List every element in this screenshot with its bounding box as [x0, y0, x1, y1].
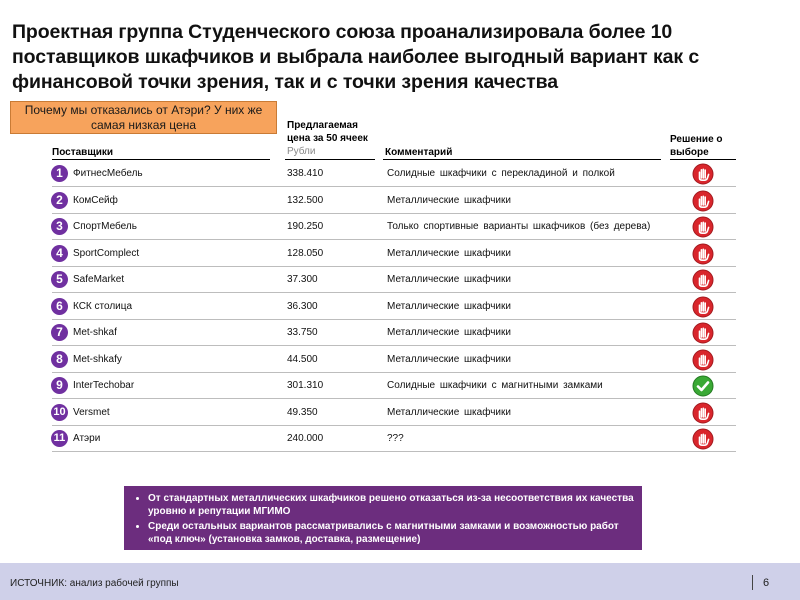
header-price-unit: Рубли: [287, 146, 316, 157]
stop-hand-icon: [692, 296, 714, 318]
supplier-name: СпортМебель: [73, 221, 137, 232]
footer-source: ИСТОЧНИК: анализ рабочей группы: [10, 578, 179, 589]
supplier-name: Атэри: [73, 433, 101, 444]
row-divider: [52, 371, 736, 373]
note-item: От стандартных металлических шкафчиков р…: [148, 492, 634, 518]
price-value: 132.500: [287, 194, 324, 206]
table-row: 10 Versmet 49.350 Металлические шкафчики: [0, 400, 800, 426]
row-number-badge: 4: [51, 244, 68, 262]
note-item: Среди остальных вариантов рассматривалис…: [148, 520, 634, 546]
row-divider: [52, 265, 736, 267]
stop-hand-icon: [692, 322, 714, 344]
header-underline-decision: [670, 159, 736, 160]
comment-text: Солидные шкафчики с перекладиной и полко…: [387, 168, 615, 179]
table-row: 2 КомСейф 132.500 Металлические шкафчики: [0, 188, 800, 214]
header-supplier: Поставщики: [52, 147, 114, 158]
price-value: 240.000: [287, 433, 324, 444]
supplier-name: SportComplect: [73, 247, 140, 259]
comment-text: Металлические шкафчики: [387, 194, 511, 206]
row-divider: [52, 239, 736, 240]
header-comment: Комментарий: [385, 147, 453, 158]
price-value: 301.310: [287, 380, 324, 391]
supplier-name: КомСейф: [73, 194, 118, 206]
row-number-badge: 8: [51, 350, 68, 368]
stop-hand-icon: [692, 269, 714, 291]
supplier-name: Versmet: [73, 406, 110, 418]
footer-bar: ИСТОЧНИК: анализ рабочей группы 6: [0, 563, 800, 600]
comment-text: Металлические шкафчики: [387, 274, 511, 285]
table-row: 5 SafeMarket 37.300 Металлические шкафчики: [0, 267, 800, 293]
callout-question: Почему мы отказались от Атэри? У них же …: [10, 101, 277, 134]
stop-hand-icon: [692, 402, 714, 424]
header-decision: Решение о выборе: [670, 134, 723, 158]
table-row: 7 Met-shkaf 33.750 Металлические шкафчики: [0, 320, 800, 346]
header-underline-supplier: [52, 159, 270, 160]
price-value: 33.750: [287, 327, 318, 338]
comment-text: Металлические шкафчики: [387, 406, 511, 418]
page-number: 6: [763, 577, 770, 589]
row-number-badge: 3: [51, 218, 68, 235]
price-value: 49.350: [287, 406, 318, 418]
supplier-name: ФитнесМебель: [73, 168, 143, 179]
row-number-badge: 5: [51, 271, 68, 288]
comment-text: ???: [387, 433, 404, 444]
table-row: 6 КСК столица 36.300 Металлические шкафчики: [0, 294, 800, 320]
header-price: Предлагаемая цена за 50 ячеек Рубли: [287, 119, 382, 158]
row-number-badge: 9: [51, 377, 68, 394]
price-value: 128.050: [287, 247, 324, 259]
row-divider: [52, 212, 736, 214]
row-divider: [52, 292, 736, 293]
price-value: 190.250: [287, 221, 324, 232]
stop-hand-icon: [692, 349, 714, 371]
slide-title: Проектная группа Студенческого союза про…: [12, 21, 700, 93]
price-value: 338.410: [287, 168, 324, 179]
check-icon: [692, 375, 714, 397]
supplier-name: Met-shkaf: [73, 327, 117, 338]
row-divider: [52, 451, 736, 452]
supplier-name: Met-shkafy: [73, 353, 122, 365]
summary-notes: От стандартных металлических шкафчиков р…: [124, 486, 642, 550]
price-value: 36.300: [287, 300, 318, 312]
price-value: 37.300: [287, 274, 318, 285]
footer-separator: [752, 575, 753, 590]
row-number-badge: 1: [51, 165, 68, 182]
row-number-badge: 11: [51, 430, 68, 447]
supplier-name: InterTechobar: [73, 380, 135, 391]
stop-hand-icon: [692, 243, 714, 265]
row-divider: [52, 318, 736, 320]
header-underline-price: [285, 159, 375, 160]
row-divider: [52, 186, 736, 187]
stop-hand-icon: [692, 163, 714, 185]
row-number-badge: 7: [51, 324, 68, 341]
table-row: 4 SportComplect 128.050 Металлические шкафч…: [0, 241, 800, 267]
comment-text: Металлические шкафчики: [387, 247, 511, 259]
price-value: 44.500: [287, 353, 318, 365]
row-divider: [52, 398, 736, 399]
header-underline-comment: [383, 159, 661, 160]
comment-text: Только спортивные варианты шкафчиков (бе…: [387, 221, 651, 232]
stop-hand-icon: [692, 190, 714, 212]
comment-text: Металлические шкафчики: [387, 353, 511, 365]
table-row: 11 Атэри 240.000???: [0, 426, 800, 452]
row-divider: [52, 424, 736, 426]
comment-text: Солидные шкафчики с магнитными замками: [387, 380, 603, 391]
comment-text: Металлические шкафчики: [387, 300, 511, 312]
row-divider: [52, 345, 736, 346]
table-row: 9 InterTechobar 301.310 Солидные шкафчики с…: [0, 373, 800, 399]
supplier-name: КСК столица: [73, 300, 133, 312]
stop-hand-icon: [692, 216, 714, 238]
supplier-name: SafeMarket: [73, 274, 125, 285]
comment-text: Металлические шкафчики: [387, 327, 511, 338]
stop-hand-icon: [692, 428, 714, 450]
table-row: 8 Met-shkafy 44.500 Металлические шкафчики: [0, 347, 800, 373]
table-row: 3 СпортМебель 190.250 Только спортивные вар…: [0, 214, 800, 240]
row-number-badge: 6: [51, 297, 68, 315]
table-row: 1 ФитнесМебель 338.410 Солидные шкафчики с …: [0, 161, 800, 187]
row-number-badge: 10: [51, 403, 68, 421]
row-number-badge: 2: [51, 191, 68, 209]
header-price-label: Предлагаемая цена за 50 ячеек: [287, 120, 368, 144]
